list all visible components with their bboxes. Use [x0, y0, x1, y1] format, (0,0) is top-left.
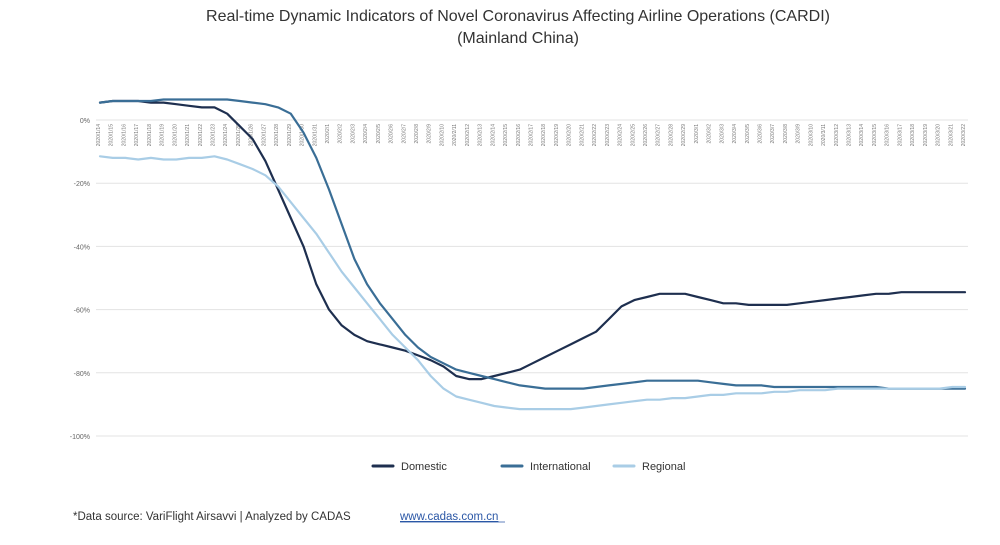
x-tick-label: 2020/2/10 — [439, 124, 445, 146]
chart-title: Real-time Dynamic Indicators of Novel Co… — [206, 8, 830, 25]
x-tick-label: 2020/2/4 — [363, 124, 369, 144]
y-axis-tick-labels: 0% -20% -40% -60% -80% -100% — [70, 118, 90, 441]
chart-subtitle: (Mainland China) — [457, 30, 579, 47]
grid-lines — [96, 119, 968, 437]
x-tick-label: 2020/3/14 — [859, 124, 865, 146]
x-tick-label: 2020/3/13 — [847, 124, 853, 146]
x-tick-label: 2020/3/15 — [872, 124, 878, 146]
x-tick-label: 2020/1/25 — [236, 124, 242, 146]
x-tick-label: 2020/2/5 — [376, 124, 382, 144]
x-tick-label: 2020/3/1 — [694, 124, 700, 144]
x-tick-label: 2020/2/28 — [668, 124, 674, 146]
x-tick-label: 2020/1/19 — [160, 124, 166, 146]
y-tick-label: -60% — [74, 308, 90, 315]
x-tick-label: 2020/1/22 — [198, 124, 204, 146]
cadas-website-link[interactable]: www.cadas.com.cn — [399, 511, 498, 523]
x-tick-label: 2020/1/24 — [223, 124, 229, 146]
x-tick-label: 2020/2/14 — [490, 124, 496, 146]
y-tick-label: -40% — [74, 244, 90, 251]
x-tick-label: 2020/1/30 — [300, 124, 306, 146]
x-tick-label: 2020/3/5 — [745, 124, 751, 144]
y-tick-label: -20% — [74, 181, 90, 188]
x-tick-label: 2020/3/9 — [796, 124, 802, 144]
x-tick-label: 2020/1/29 — [287, 124, 293, 146]
x-tick-label: 2020/2/11 — [452, 124, 458, 146]
x-tick-label: 2020/3/17 — [897, 124, 903, 146]
x-tick-label: 2020/1/23 — [210, 124, 216, 146]
x-tick-label: 2020/3/3 — [719, 124, 725, 144]
x-tick-label: 2020/1/28 — [274, 124, 280, 146]
x-tick-label: 2020/1/20 — [172, 124, 178, 146]
legend: Domestic International Regional — [371, 461, 685, 473]
x-tick-label: 2020/2/6 — [389, 124, 395, 144]
x-tick-label: 2020/3/2 — [707, 124, 713, 144]
series-line-international — [98, 98, 967, 390]
x-axis-tick-labels: 2020/1/14 2020/1/15 2020/1/16 2020/1/17 2020… — [96, 124, 967, 146]
x-tick-label: 2020/2/2 — [338, 124, 344, 144]
x-tick-label: 2020/2/7 — [401, 124, 407, 144]
x-tick-label: 2020/2/20 — [567, 124, 573, 146]
x-tick-label: 2020/2/22 — [592, 124, 598, 146]
x-tick-label: 2020/3/4 — [732, 124, 738, 144]
x-tick-label: 2020/3/11 — [821, 124, 827, 146]
x-tick-label: 2020/3/18 — [910, 124, 916, 146]
data-source-note: *Data source: VariFlight Airsavvi | Anal… — [73, 511, 351, 523]
x-tick-label: 2020/2/19 — [554, 124, 560, 146]
series-line-domestic — [98, 99, 967, 381]
x-tick-label: 2020/2/15 — [503, 124, 509, 146]
legend-label-international: International — [530, 461, 591, 473]
x-tick-label: 2020/1/16 — [121, 124, 127, 146]
x-tick-label: 2020/2/26 — [643, 124, 649, 146]
x-tick-label: 2020/1/26 — [249, 124, 255, 146]
y-tick-label: 0% — [80, 118, 90, 125]
x-tick-label: 2020/2/13 — [478, 124, 484, 146]
x-tick-label: 2020/2/23 — [605, 124, 611, 146]
y-tick-label: -80% — [74, 371, 90, 378]
x-tick-label: 2020/2/27 — [656, 124, 662, 146]
y-tick-label: -100% — [70, 434, 90, 441]
x-tick-label: 2020/2/9 — [427, 124, 433, 144]
x-tick-label: 2020/3/22 — [961, 124, 967, 146]
x-tick-label: 2020/2/18 — [541, 124, 547, 146]
x-tick-label: 2020/1/18 — [147, 124, 153, 146]
x-tick-label: 2020/2/1 — [325, 124, 331, 144]
x-tick-label: 2020/1/31 — [312, 124, 318, 146]
x-tick-label: 2020/1/17 — [134, 124, 140, 146]
x-tick-label: 2020/3/8 — [783, 124, 789, 144]
legend-label-regional: Regional — [642, 461, 685, 473]
x-tick-label: 2020/3/21 — [948, 124, 954, 146]
x-tick-label: 2020/1/14 — [96, 124, 102, 146]
x-tick-label: 2020/2/21 — [579, 124, 585, 146]
series-lines — [98, 98, 967, 411]
x-tick-label: 2020/3/10 — [808, 124, 814, 146]
x-tick-label: 2020/3/20 — [936, 124, 942, 146]
x-tick-label: 2020/1/21 — [185, 124, 191, 146]
x-tick-label: 2020/2/29 — [681, 124, 687, 146]
x-tick-label: 2020/3/7 — [770, 124, 776, 144]
x-tick-label: 2020/2/8 — [414, 124, 420, 144]
x-tick-label: 2020/2/25 — [630, 124, 636, 146]
x-tick-label: 2020/1/15 — [109, 124, 115, 146]
x-tick-label: 2020/3/19 — [923, 124, 929, 146]
x-tick-label: 2020/2/3 — [350, 124, 356, 144]
legend-label-domestic: Domestic — [401, 461, 447, 473]
x-tick-label: 2020/3/12 — [834, 124, 840, 146]
x-tick-label: 2020/3/16 — [885, 124, 891, 146]
x-tick-label: 2020/2/24 — [618, 124, 624, 146]
x-tick-label: 2020/2/12 — [465, 124, 471, 146]
x-tick-label: 2020/2/17 — [529, 124, 535, 146]
x-tick-label: 2020/3/6 — [757, 124, 763, 144]
x-tick-label: 2020/2/16 — [516, 124, 522, 146]
series-line-regional — [98, 155, 967, 411]
x-tick-label: 2020/1/27 — [261, 124, 267, 146]
